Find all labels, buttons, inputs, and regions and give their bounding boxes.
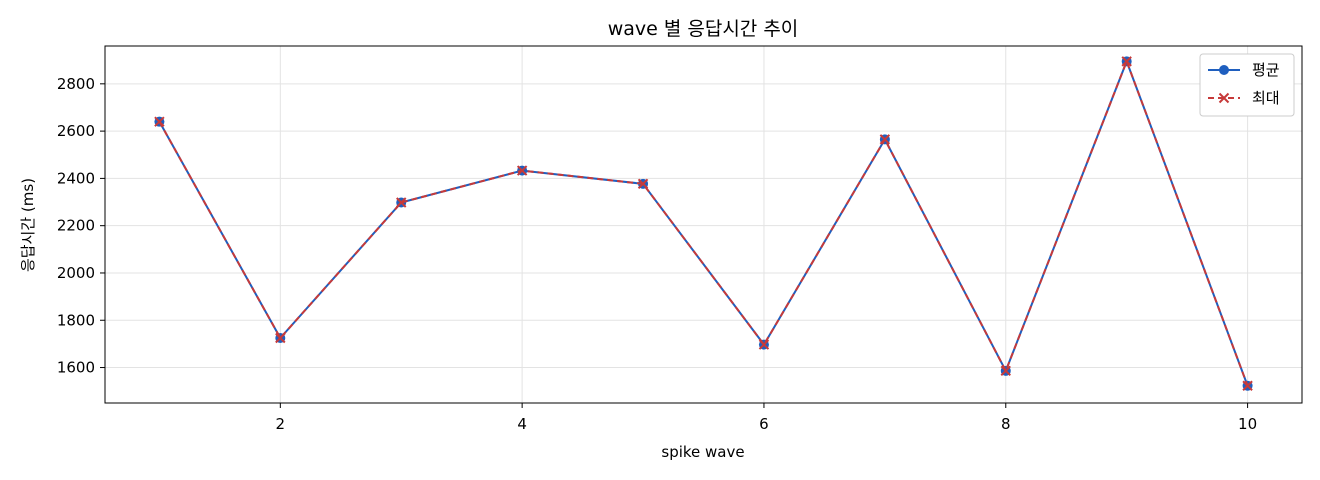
x-tick-label: 2 — [276, 415, 286, 433]
legend-marker-max — [1218, 92, 1230, 104]
chart-title: wave 별 응답시간 추이 — [608, 18, 799, 40]
legend: 평균 최대 — [1199, 53, 1295, 117]
y-tick-label: 2400 — [57, 169, 95, 187]
x-tick-label: 6 — [759, 415, 769, 433]
series-layer — [154, 56, 1253, 391]
series-line-1 — [158, 60, 1249, 387]
y-axis: 1600 1800 2000 2200 2400 2600 2800 — [57, 75, 105, 377]
legend-label-avg: 평균 — [1252, 61, 1280, 79]
legend-box — [1199, 53, 1295, 117]
x-axis: 2 4 6 8 10 — [276, 403, 1257, 433]
data-point-1 — [1242, 380, 1253, 391]
x-tick-label: 10 — [1238, 415, 1257, 433]
y-tick-label: 1600 — [57, 359, 95, 377]
grid — [105, 46, 1302, 403]
y-tick-label: 1800 — [57, 311, 95, 329]
data-point-1 — [758, 339, 770, 350]
data-point-1 — [396, 197, 407, 208]
y-tick-label: 2000 — [57, 264, 95, 282]
data-point-1 — [1000, 365, 1011, 377]
data-point-1 — [1121, 56, 1132, 67]
x-tick-label: 8 — [1001, 415, 1011, 433]
y-tick-label: 2200 — [57, 217, 95, 235]
y-tick-label: 2800 — [57, 75, 95, 93]
y-axis-label: 응답시간 (ms) — [19, 178, 37, 272]
data-point-1 — [516, 165, 528, 176]
x-tick-label: 4 — [517, 415, 527, 433]
plot-frame — [104, 45, 1303, 404]
legend-label-max: 최대 — [1252, 89, 1280, 107]
data-point-1 — [275, 332, 286, 344]
legend-marker-avg — [1219, 65, 1229, 75]
y-tick-label: 2600 — [57, 122, 95, 140]
data-point-1 — [879, 134, 891, 145]
x-axis-label: spike wave — [661, 443, 744, 461]
data-point-1 — [637, 178, 649, 190]
series-line-0 — [158, 60, 1249, 387]
data-point-1 — [154, 116, 165, 127]
